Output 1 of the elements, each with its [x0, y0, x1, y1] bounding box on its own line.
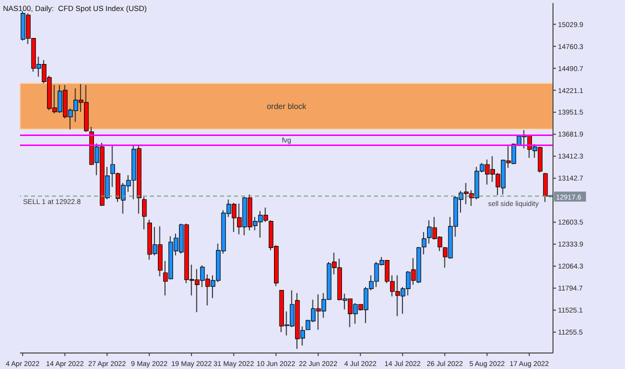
band-label: order block [266, 102, 308, 112]
